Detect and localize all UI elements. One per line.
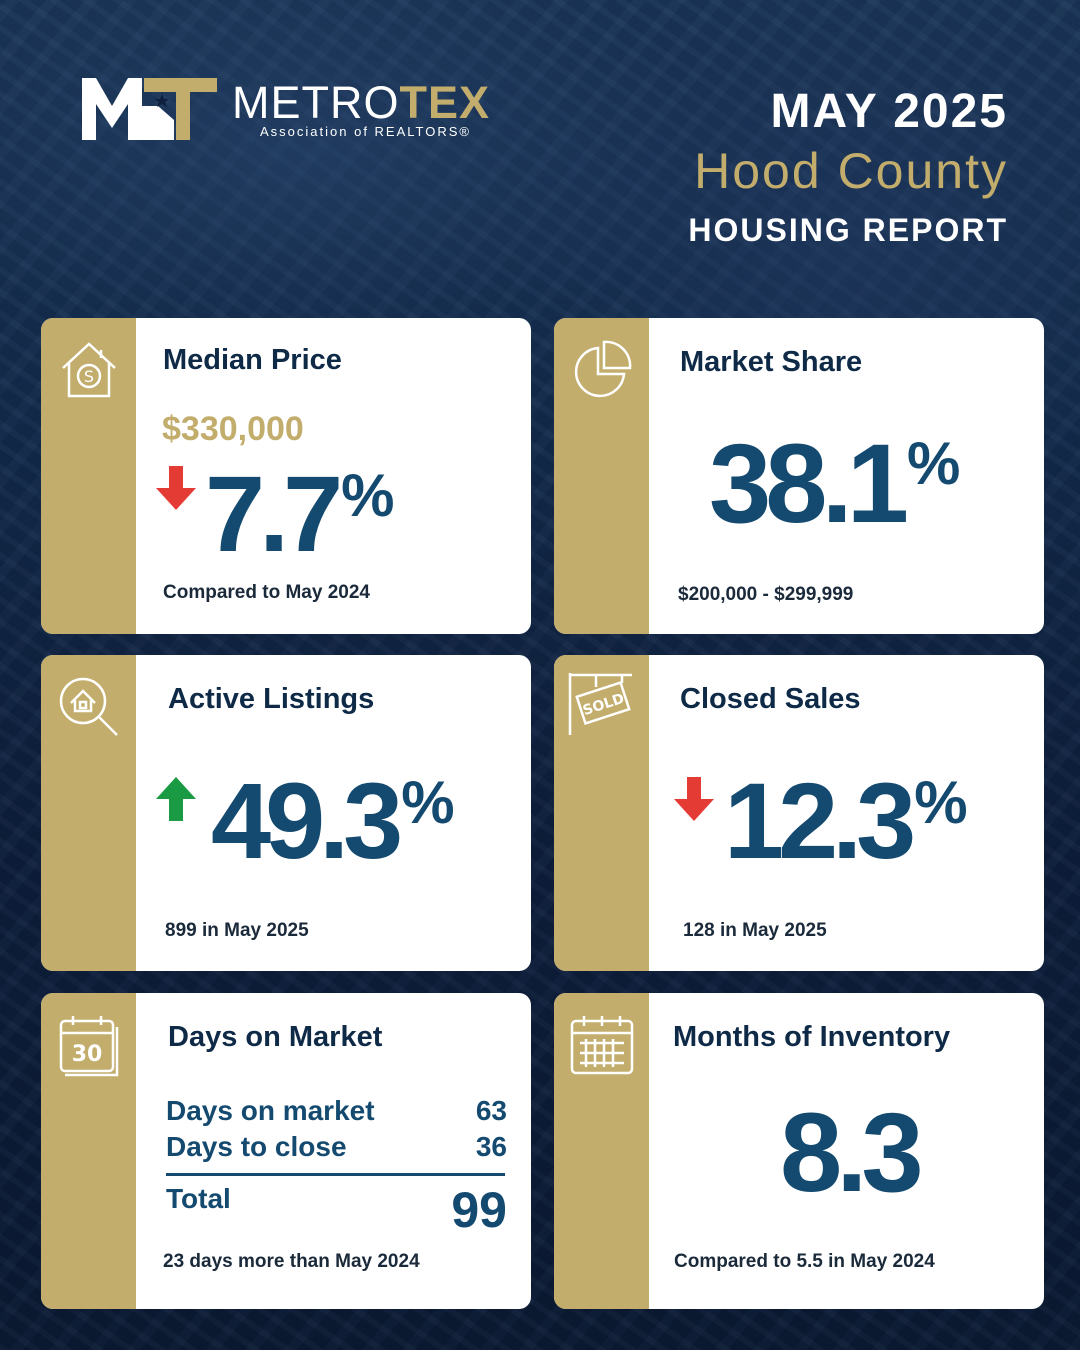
sold-sign-icon: SOLD — [568, 673, 632, 735]
metrotex-logo-mark — [82, 78, 217, 140]
card-note: 128 in May 2025 — [683, 920, 827, 941]
closed-sales-change: 12.3% — [724, 760, 968, 881]
card-note: 23 days more than May 2024 — [163, 1251, 420, 1272]
market-share-value: 38.1% — [709, 421, 961, 546]
card-title: Median Price — [163, 344, 342, 376]
median-price-value: $330,000 — [162, 410, 304, 448]
days-on-market-row: Days on market 63 — [166, 1095, 507, 1126]
months-of-inventory-value: 8.3 — [780, 1090, 924, 1215]
card-title: Active Listings — [168, 683, 375, 715]
card-title: Days on Market — [168, 1021, 383, 1053]
active-listings-card: Active Listings 49.3% 899 in May 2025 — [41, 655, 531, 971]
calendar-30-icon: 30 — [59, 1016, 119, 1077]
arrow-up-icon — [156, 777, 196, 821]
report-month: MAY 2025 — [770, 85, 1008, 138]
metrotex-logo: METROTEX Association of REALTORS® — [82, 76, 512, 146]
house-search-icon — [59, 677, 118, 736]
logo-wordmark: METROTEX — [232, 77, 491, 128]
calendar-grid-icon — [570, 1016, 634, 1075]
county-name: Hood County — [694, 143, 1008, 199]
house-dollar-icon: S — [62, 342, 116, 398]
card-title: Market Share — [680, 346, 863, 378]
svg-text:S: S — [84, 367, 94, 386]
card-note: Compared to May 2024 — [163, 582, 370, 603]
card-note: $200,000 - $299,999 — [678, 584, 854, 605]
svg-text:30: 30 — [72, 1042, 103, 1067]
card-strip — [554, 318, 649, 634]
total-label: Total — [166, 1183, 231, 1214]
card-strip — [41, 318, 136, 634]
total-divider — [166, 1173, 505, 1176]
arrow-down-icon — [674, 777, 714, 821]
card-note: 899 in May 2025 — [165, 920, 309, 941]
days-to-close-row: Days to close 36 — [166, 1131, 507, 1162]
logo-subtitle: Association of REALTORS® — [260, 124, 471, 139]
card-strip — [41, 993, 136, 1309]
total-value: 99 — [451, 1182, 507, 1238]
svg-text:SOLD: SOLD — [581, 691, 626, 719]
active-listings-change: 49.3% — [211, 760, 455, 881]
days-on-market-card: 30 Days on Market Days on market 63 Days … — [41, 993, 531, 1309]
market-share-card: Market Share 38.1% $200,000 - $299,999 — [554, 318, 1044, 634]
card-title: Months of Inventory — [673, 1021, 951, 1053]
closed-sales-card: SOLD Closed Sales 12.3% 128 in May 2025 — [554, 655, 1044, 971]
arrow-down-icon — [156, 466, 196, 510]
median-price-card: S Median Price $330,000 7.7% Compared to… — [41, 318, 531, 634]
card-strip — [41, 655, 136, 971]
report-title: HOUSING REPORT — [688, 212, 1008, 248]
months-of-inventory-card: Months of Inventory 8.3 Compared to 5.5 … — [554, 993, 1044, 1309]
card-note: Compared to 5.5 in May 2024 — [674, 1251, 935, 1272]
median-price-change: 7.7% — [205, 453, 395, 574]
pie-chart-icon — [574, 340, 632, 398]
card-title: Closed Sales — [680, 683, 861, 715]
